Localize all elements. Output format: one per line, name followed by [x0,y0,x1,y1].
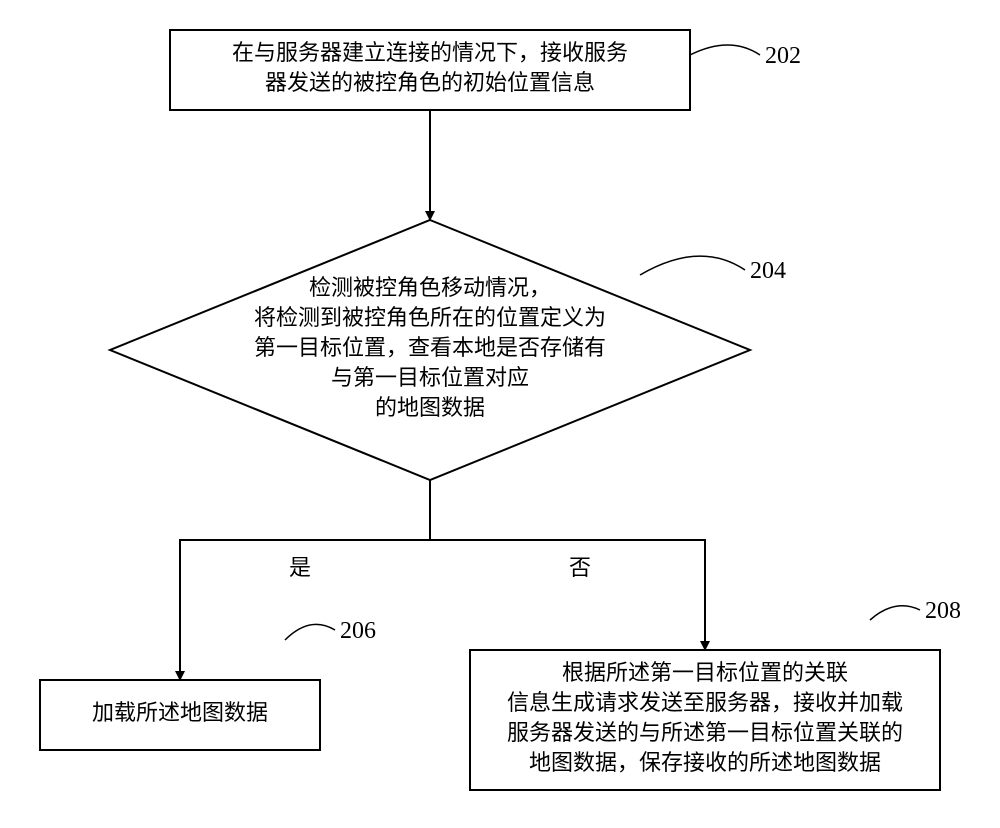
n204-line-1: 将检测到被控角色所在的位置定义为 [254,305,606,330]
n204-line-3: 与第一目标位置对应 [331,365,529,390]
n204-line-4: 的地图数据 [375,395,485,420]
n202-line-0: 在与服务器建立连接的情况下，接收服务 [232,40,628,65]
n202: 在与服务器建立连接的情况下，接收服务器发送的被控角色的初始位置信息 [232,40,628,95]
n208-leader [870,606,920,620]
n202-number: 202 [765,43,801,69]
n208-line-2: 服务器发送的与所述第一目标位置关联的 [507,720,903,745]
n204-number: 204 [750,258,786,284]
n208-line-1: 信息生成请求发送至服务器，接收并加载 [507,690,903,715]
n206-leader [285,624,335,640]
n204: 检测被控角色移动情况， 将检测到被控角色所在的位置定义为第一目标位置，查看本地是否… [254,275,606,420]
n204-line-0: 检测被控角色移动情况， [309,275,551,300]
e_no-label: 否 [569,555,591,580]
n208: 根据所述第一目标位置的关联信息生成请求发送至服务器，接收并加载服务器发送的与所述… [507,660,903,775]
e_yes-edge [180,480,430,680]
n208-line-0: 根据所述第一目标位置的关联 [562,660,848,685]
e_no-edge [430,480,705,650]
n202-line-1: 器发送的被控角色的初始位置信息 [265,70,595,95]
n204-line-2: 第一目标位置，查看本地是否存储有 [254,335,606,360]
n202-leader [690,45,760,55]
e_yes-label: 是 [289,555,311,580]
n204-leader [640,256,745,275]
n206-line-0: 加载所述地图数据 [92,700,268,725]
n208-number: 208 [925,598,961,624]
n206: 加载所述地图数据 [92,700,268,725]
n206-number: 206 [340,618,376,644]
n208-line-3: 地图数据，保存接收的所述地图数据 [529,750,881,775]
